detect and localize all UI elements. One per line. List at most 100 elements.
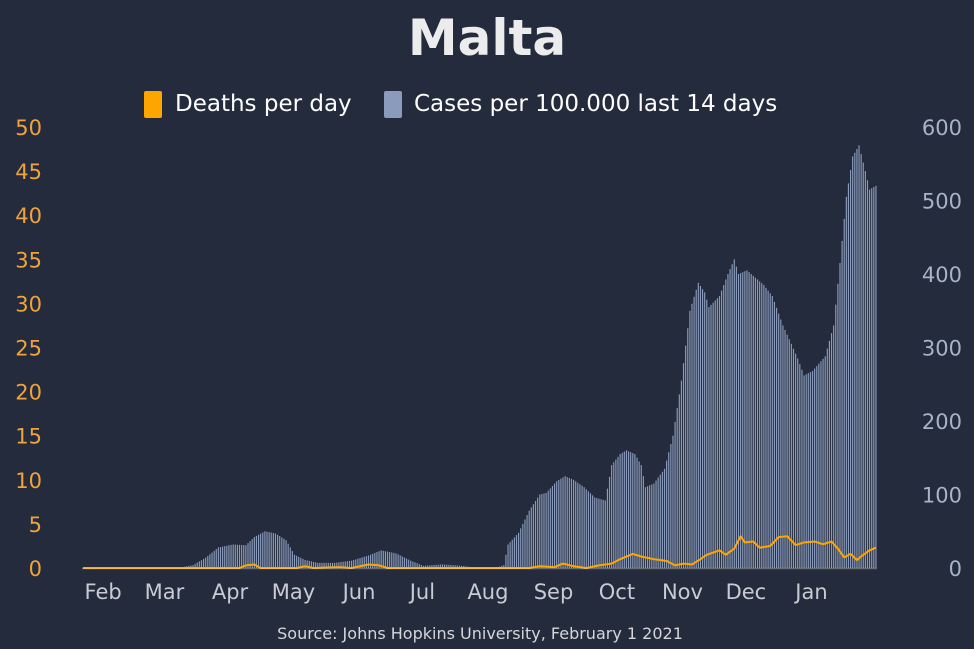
cases-bar xyxy=(814,368,816,568)
cases-bar xyxy=(816,366,818,568)
cases-bar xyxy=(826,348,828,568)
cases-bar xyxy=(522,523,524,568)
cases-bar xyxy=(327,562,329,568)
cases-bar xyxy=(866,180,869,569)
cases-bar xyxy=(342,561,344,568)
cases-bar xyxy=(384,551,386,568)
cases-bar xyxy=(659,474,661,568)
cases-bar xyxy=(460,565,463,568)
cases-bar xyxy=(441,564,444,568)
cases-bar xyxy=(735,266,737,568)
right-tick-label: 500 xyxy=(922,190,962,214)
cases-bar xyxy=(871,188,873,568)
x-tick-label: Jul xyxy=(408,580,435,604)
legend-label-cases: Cases per 100.000 last 14 days xyxy=(414,91,777,117)
cases-bar xyxy=(847,183,850,568)
cases-bar xyxy=(539,494,541,568)
deaths-line xyxy=(83,535,877,569)
cases-bar xyxy=(319,562,321,568)
left-tick-label: 20 xyxy=(15,381,42,405)
cases-bar xyxy=(649,485,651,568)
cases-bar xyxy=(674,421,676,568)
cases-bar xyxy=(410,560,412,568)
cases-bar xyxy=(676,408,678,568)
cases-bar xyxy=(651,484,653,568)
cases-bar xyxy=(213,550,215,568)
cases-bar xyxy=(860,153,862,568)
cases-bar xyxy=(670,443,672,568)
cases-bar xyxy=(537,497,539,568)
cases-bar xyxy=(562,477,564,568)
cases-bar xyxy=(429,565,431,568)
cases-bar xyxy=(437,564,439,568)
left-tick-label: 15 xyxy=(15,425,42,449)
cases-bar xyxy=(608,476,611,568)
cases-bar xyxy=(636,457,638,568)
cases-bar xyxy=(841,240,843,568)
cases-bar xyxy=(712,302,714,568)
cases-bar xyxy=(716,298,718,568)
cases-bar xyxy=(854,152,856,569)
cases-bar xyxy=(653,483,655,568)
cases-bar xyxy=(835,304,837,569)
cases-bar xyxy=(228,545,230,568)
cases-bar xyxy=(577,482,579,568)
cases-bar xyxy=(534,500,537,568)
left-tick-label: 40 xyxy=(15,204,42,228)
cases-bar xyxy=(763,285,765,568)
cases-bar xyxy=(845,196,847,568)
cases-bar xyxy=(211,552,213,568)
cases-bar xyxy=(687,328,689,568)
left-tick-label: 5 xyxy=(29,513,42,537)
cases-bar xyxy=(678,394,680,568)
cases-bar xyxy=(336,562,338,568)
cases-bar xyxy=(528,510,530,568)
cases-bar xyxy=(501,565,503,568)
cases-bar xyxy=(647,486,649,568)
cases-bar xyxy=(575,481,577,568)
x-tick-label: Jun xyxy=(341,580,376,604)
cases-bar xyxy=(790,343,792,568)
left-tick-label: 45 xyxy=(15,160,42,184)
cases-bar xyxy=(594,497,596,568)
cases-bar xyxy=(583,487,585,568)
cases-bar xyxy=(260,533,262,568)
cases-bar xyxy=(334,562,336,568)
cases-bar xyxy=(818,363,820,568)
cases-bar xyxy=(619,454,621,568)
cases-bar xyxy=(708,307,710,568)
cases-bar xyxy=(300,557,302,568)
cases-bar xyxy=(382,550,384,568)
cases-bar xyxy=(408,559,410,568)
cases-bar xyxy=(630,452,632,568)
cases-bar xyxy=(799,364,801,568)
cases-bar xyxy=(277,534,279,568)
cases-bar xyxy=(833,325,835,568)
cases-bar xyxy=(721,290,723,568)
cases-bar xyxy=(222,546,224,568)
cases-bar xyxy=(188,565,190,568)
cases-bar xyxy=(606,488,608,568)
cases-bar xyxy=(718,296,721,568)
cases-bar xyxy=(742,272,744,568)
cases-bar xyxy=(623,451,625,569)
cases-bar xyxy=(545,493,547,568)
cases-bar xyxy=(869,189,871,569)
cases-bar xyxy=(530,507,532,568)
cases-bar xyxy=(374,552,376,568)
cases-bar xyxy=(689,310,691,568)
cases-bar xyxy=(196,562,198,568)
right-axis: 0 100 200 300 400 500 600 xyxy=(922,116,962,581)
cases-bar xyxy=(598,498,600,568)
cases-bar xyxy=(458,565,460,568)
cases-bar xyxy=(361,557,363,568)
cases-bar xyxy=(585,489,587,568)
cases-bar xyxy=(245,545,247,568)
cases-bar xyxy=(792,348,795,568)
cases-bar xyxy=(752,275,754,568)
cases-bar xyxy=(725,279,727,568)
cases-bar xyxy=(395,553,397,568)
cases-bar xyxy=(849,169,852,568)
left-tick-label: 30 xyxy=(15,292,42,316)
